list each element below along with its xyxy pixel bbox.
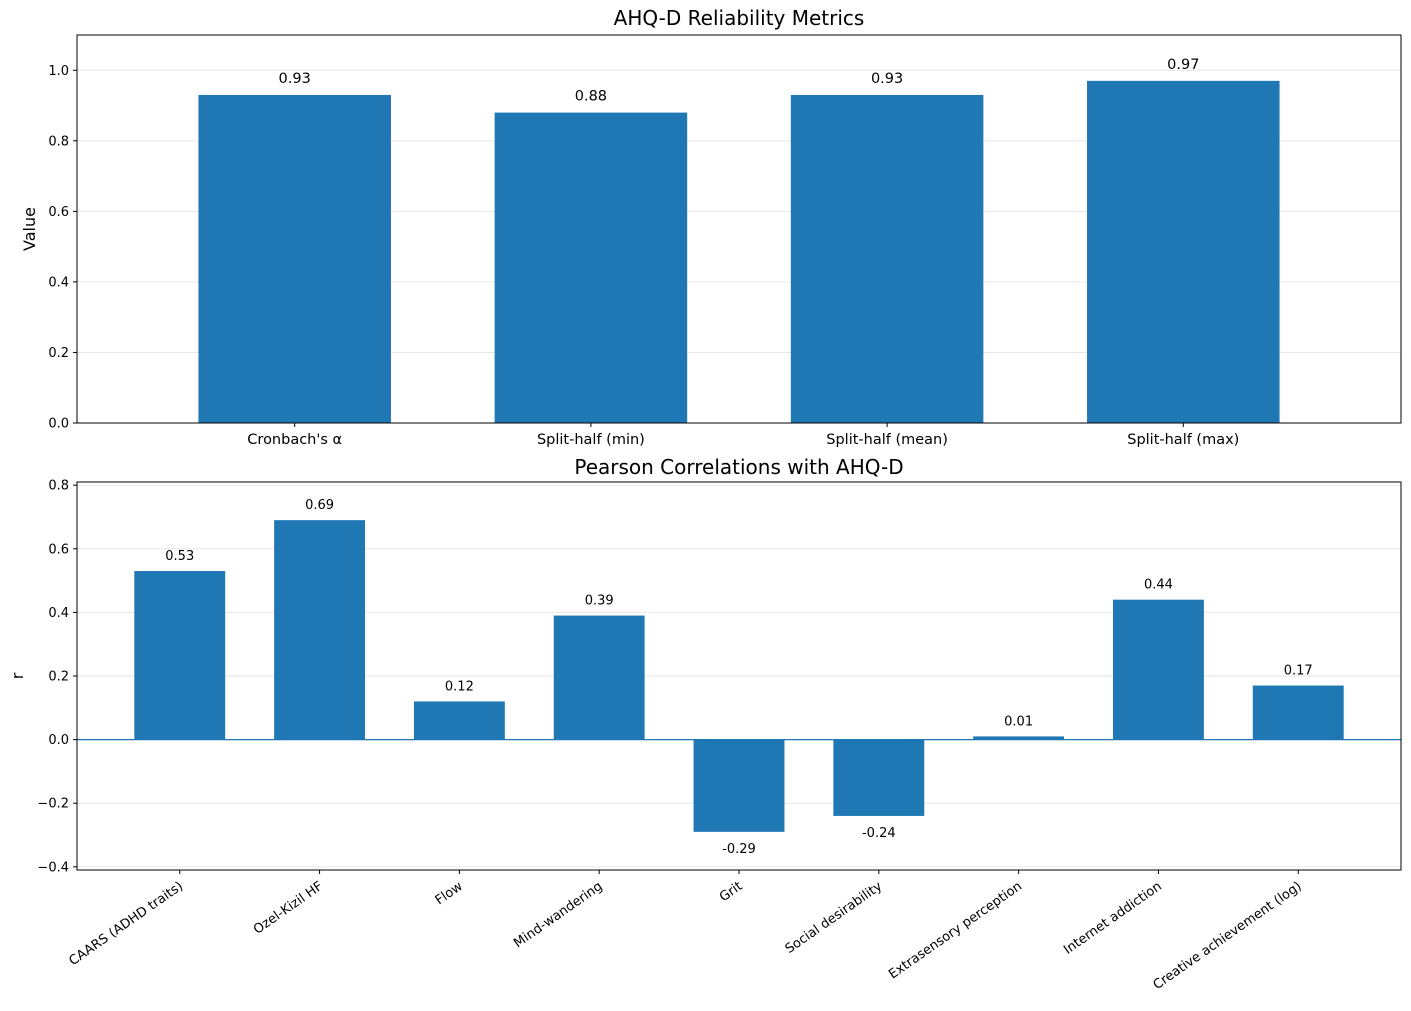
bar (1087, 80, 1280, 423)
bar-value-label: 0.69 (305, 498, 334, 513)
reliability-chart: AHQ-D Reliability Metrics Value 0.93 0.88… (20, 6, 1402, 448)
bar-value-label: 0.93 (871, 71, 903, 87)
bar (973, 736, 1065, 740)
reliability-value-labels: 0.93 0.88 0.93 0.97 (279, 57, 1200, 105)
bar (790, 94, 984, 424)
bar-value-label: 0.12 (445, 679, 474, 694)
x-tick-label: Cronbach's α (247, 432, 342, 448)
bar-value-label: 0.44 (1144, 578, 1173, 593)
reliability-y-axis-label: Value (20, 207, 39, 251)
bar (274, 520, 366, 740)
correlation-bars (134, 520, 1344, 832)
bar (198, 94, 391, 424)
bar-value-label: -0.24 (862, 826, 896, 841)
bar-value-label: 0.01 (1004, 714, 1033, 729)
correlation-y-ticks: −0.4 −0.2 0.0 0.2 0.4 0.6 0.8 (37, 479, 77, 875)
bar-value-label: 0.39 (585, 594, 614, 609)
bar (553, 615, 645, 740)
reliability-y-ticks: 0.0 0.2 0.4 0.6 0.8 1.0 (48, 64, 77, 432)
y-tick-label: 0.4 (48, 606, 69, 621)
bar-value-label: -0.29 (722, 842, 756, 857)
correlation-y-axis-label: r (8, 672, 27, 679)
y-tick-label: 0.0 (48, 417, 69, 432)
bar-value-label: 0.53 (165, 549, 194, 564)
bar-value-label: 0.93 (279, 71, 311, 87)
y-tick-label: 0.6 (48, 542, 69, 557)
correlation-plot-frame (76, 481, 1402, 871)
x-tick-label: Split-half (mean) (826, 432, 948, 448)
y-tick-label: 0.8 (48, 134, 69, 149)
reliability-plot-frame (76, 34, 1402, 424)
bar (1252, 685, 1344, 740)
bar-value-label: 0.17 (1284, 664, 1313, 679)
bar (693, 739, 785, 832)
y-tick-label: 0.2 (48, 346, 69, 361)
bar-value-label: 0.88 (575, 89, 607, 105)
bar (1112, 599, 1204, 740)
y-tick-label: 0.8 (48, 479, 69, 494)
y-tick-label: 0.0 (48, 733, 69, 748)
bar (134, 571, 226, 740)
x-tick-label: Split-half (min) (537, 432, 645, 448)
reliability-bars (198, 80, 1280, 424)
y-tick-label: 0.4 (48, 275, 69, 290)
correlation-value-labels: 0.53 0.69 0.12 0.39 -0.29 -0.24 0.01 0.44 0.17 (165, 498, 1312, 857)
bar (413, 701, 505, 740)
y-tick-label: 0.2 (48, 670, 69, 685)
bar (833, 739, 925, 816)
x-tick-label: Split-half (max) (1127, 432, 1239, 448)
y-tick-label: 1.0 (48, 64, 69, 79)
y-tick-label: −0.2 (37, 797, 69, 812)
correlation-chart-title: Pearson Correlations with AHQ-D (574, 455, 903, 479)
reliability-chart-title: AHQ-D Reliability Metrics (614, 6, 865, 30)
bar (494, 112, 688, 423)
bar-value-label: 0.97 (1167, 57, 1199, 73)
reliability-x-ticks: Cronbach's α Split-half (min) Split-half (… (247, 423, 1239, 448)
y-tick-label: 0.6 (48, 205, 69, 220)
y-tick-label: −0.4 (37, 860, 69, 875)
